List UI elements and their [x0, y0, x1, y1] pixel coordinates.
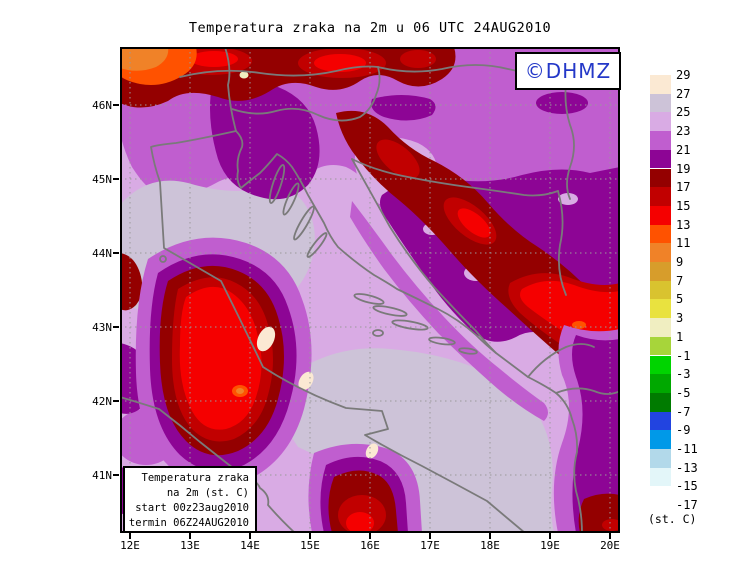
info-line-3: start 00z23aug2010 — [135, 502, 249, 514]
legend-swatch--7to-5 — [650, 392, 671, 412]
legend-swatch-5to7 — [650, 280, 671, 300]
lat-axis-label: 41N — [92, 469, 112, 482]
lat-axis-tick — [113, 252, 119, 254]
legend-tick-label: -9 — [676, 423, 691, 438]
temperature-fill-regions — [120, 47, 620, 533]
legend-unit-label: (st. C) — [648, 512, 697, 526]
lon-axis-label: 20E — [600, 539, 620, 552]
info-line-2: na 2m (st. C) — [166, 487, 249, 499]
lat-axis-tick — [113, 104, 119, 106]
coastline-italy-east — [150, 130, 526, 533]
lat-axis-label: 45N — [92, 173, 112, 186]
legend-tick-label: -1 — [676, 348, 691, 363]
coastlines-and-borders — [120, 47, 620, 533]
islands — [159, 164, 478, 355]
dhmz-logo-text: ©DHMZ — [524, 59, 612, 83]
legend-tick-label: -11 — [676, 442, 698, 456]
lon-axis-label: 17E — [420, 539, 440, 552]
lon-axis-label: 15E — [300, 539, 320, 552]
legend-swatch-17to19 — [650, 168, 671, 188]
lon-axis-label: 16E — [360, 539, 380, 552]
lat-axis-tick — [113, 474, 119, 476]
coastline-east-adriatic — [235, 130, 583, 533]
legend-swatch-13to15 — [650, 205, 671, 225]
lat-axis-label: 42N — [92, 395, 112, 408]
run-info-box: Temperatura zraka na 2m (st. C) start 00… — [123, 466, 257, 533]
legend-swatch--13to-11 — [650, 449, 671, 468]
legend-tick-label: 29 — [676, 68, 691, 82]
legend-tick-label: 23 — [676, 124, 691, 139]
lat-axis-label: 43N — [92, 321, 112, 334]
legend-tick-label: -13 — [676, 460, 698, 475]
legend-swatch-9to11 — [650, 243, 671, 262]
legend-swatch--11to-9 — [650, 430, 671, 449]
legend-tick-label: 3 — [676, 311, 684, 326]
legend-swatch-1to3 — [650, 318, 671, 337]
legend-swatch-23to25 — [650, 112, 671, 132]
legend-tick-label: -5 — [676, 385, 691, 400]
lon-axis-tick — [189, 533, 191, 539]
legend-swatch-25to27 — [650, 93, 671, 113]
legend-swatch--5to-3 — [650, 374, 671, 393]
legend-swatch--15to-13 — [650, 467, 671, 487]
lon-axis-label: 12E — [120, 539, 140, 552]
legend-tick-label: -15 — [676, 479, 698, 494]
lat-axis-label: 46N — [92, 99, 112, 112]
legend-tick-label: 13 — [676, 217, 691, 232]
map-frame — [120, 47, 620, 533]
lon-axis-tick — [309, 533, 311, 539]
legend-swatch--3to-1 — [650, 355, 671, 375]
legend-swatch-21to23 — [650, 131, 671, 150]
lon-axis-tick — [129, 533, 131, 539]
legend-swatch-7to9 — [650, 262, 671, 281]
legend-tick-label: -7 — [676, 404, 691, 419]
legend-tick-label: -17 — [676, 498, 698, 513]
legend-tick-label: 15 — [676, 198, 691, 213]
legend-tick-label: 11 — [676, 236, 691, 251]
lat-axis-tick — [113, 400, 119, 402]
lon-axis-tick — [489, 533, 491, 539]
dhmz-watermark-box: ©DHMZ — [515, 52, 621, 90]
lon-axis-tick — [429, 533, 431, 539]
legend-tick-label: -3 — [676, 367, 691, 382]
lon-axis-tick — [609, 533, 611, 539]
info-line-4: termin 06Z24AUG2010 — [128, 517, 249, 529]
page-title: Temperatura zraka na 2m u 06 UTC 24AUG20… — [188, 20, 552, 36]
map-canvas — [120, 47, 620, 533]
temperature-colorbar: 29 27 25 23 21 19 17 15 13 11 9 7 5 3 1 -1 -3 -5 -7 -9 -11 -1… — [648, 68, 740, 535]
lon-axis-tick — [369, 533, 371, 539]
lat-axis-tick — [113, 326, 119, 328]
lon-axis-label: 14E — [240, 539, 260, 552]
lat-axis-label: 44N — [92, 247, 112, 260]
legend-tick-label: 5 — [676, 292, 684, 307]
legend-tick-label: 21 — [676, 142, 691, 157]
legend-tick-label: 17 — [676, 180, 691, 195]
info-line-1: Temperatura zraka — [141, 472, 249, 484]
legend-tick-label: 7 — [676, 273, 684, 288]
legend-tick-label: 25 — [676, 105, 691, 120]
lon-axis-label: 18E — [480, 539, 500, 552]
lon-axis-tick — [549, 533, 551, 539]
legend-tick-label: 19 — [676, 161, 691, 176]
lon-axis-tick — [249, 533, 251, 539]
legend-swatch-11to13 — [650, 224, 671, 244]
lat-axis-tick — [113, 178, 119, 180]
legend-swatch--1to1 — [650, 336, 671, 356]
legend-swatch--17to-15 — [650, 486, 671, 506]
legend-swatch-19to21 — [650, 149, 671, 169]
legend-swatch-3to5 — [650, 299, 671, 319]
legend-swatch-15to17 — [650, 187, 671, 206]
legend-tick-label: 9 — [676, 255, 684, 269]
legend-tick-label: 1 — [676, 329, 684, 344]
legend-swatch--9to-7 — [650, 411, 671, 431]
legend-swatch-27to29 — [650, 75, 671, 94]
legend-tick-label: 27 — [676, 86, 691, 101]
temperature-map-svg — [120, 47, 620, 533]
lon-axis-label: 13E — [180, 539, 200, 552]
gridlines — [120, 47, 620, 533]
lon-axis-label: 19E — [540, 539, 560, 552]
